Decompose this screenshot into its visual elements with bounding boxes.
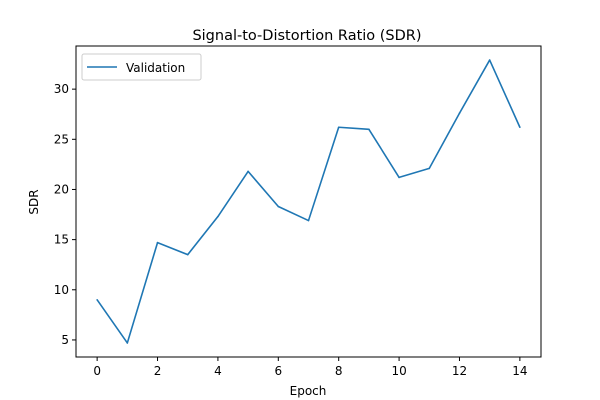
- legend-label: Validation: [126, 61, 185, 75]
- data-point: [428, 167, 431, 170]
- y-tick-label: 30: [54, 82, 69, 96]
- y-axis-label: SDR: [27, 189, 41, 214]
- y-tick-label: 10: [54, 283, 69, 297]
- y-tick-label: 20: [54, 182, 69, 196]
- x-tick-label: 6: [274, 364, 282, 378]
- data-point: [217, 215, 219, 218]
- data-point: [368, 128, 370, 131]
- data-point: [96, 299, 98, 301]
- data-point: [126, 342, 129, 344]
- y-axis-ticks: 5 10 15 20 25 30: [54, 82, 76, 347]
- y-tick-label: 15: [54, 233, 69, 247]
- series-layer: [96, 59, 521, 344]
- x-tick-label: 0: [93, 364, 101, 378]
- legend-frame: [81, 53, 202, 81]
- data-point: [277, 205, 280, 208]
- data-point: [488, 59, 491, 61]
- x-tick-label: 10: [391, 364, 406, 378]
- x-tick-label: 4: [214, 364, 222, 378]
- y-tick-label: 5: [61, 333, 69, 347]
- data-point: [398, 176, 400, 179]
- data-point: [186, 253, 189, 256]
- data-point: [458, 112, 461, 115]
- x-tick-label: 8: [335, 364, 343, 378]
- data-point: [247, 170, 249, 173]
- plot-area-frame: [75, 45, 542, 358]
- x-tick-label: 2: [154, 364, 162, 378]
- data-point: [156, 241, 159, 244]
- data-point: [307, 219, 310, 222]
- y-tick-label: 25: [54, 132, 69, 146]
- legend: Validation: [81, 53, 202, 81]
- x-axis-ticks: 0 2 4 6 8 10 12 14: [93, 357, 528, 378]
- x-axis-label: Epoch: [290, 384, 327, 398]
- data-point: [519, 126, 521, 129]
- data-point: [337, 126, 340, 129]
- x-tick-label: 12: [452, 364, 467, 378]
- x-tick-label: 14: [512, 364, 527, 378]
- chart-title: Signal-to-Distortion Ratio (SDR): [192, 28, 421, 44]
